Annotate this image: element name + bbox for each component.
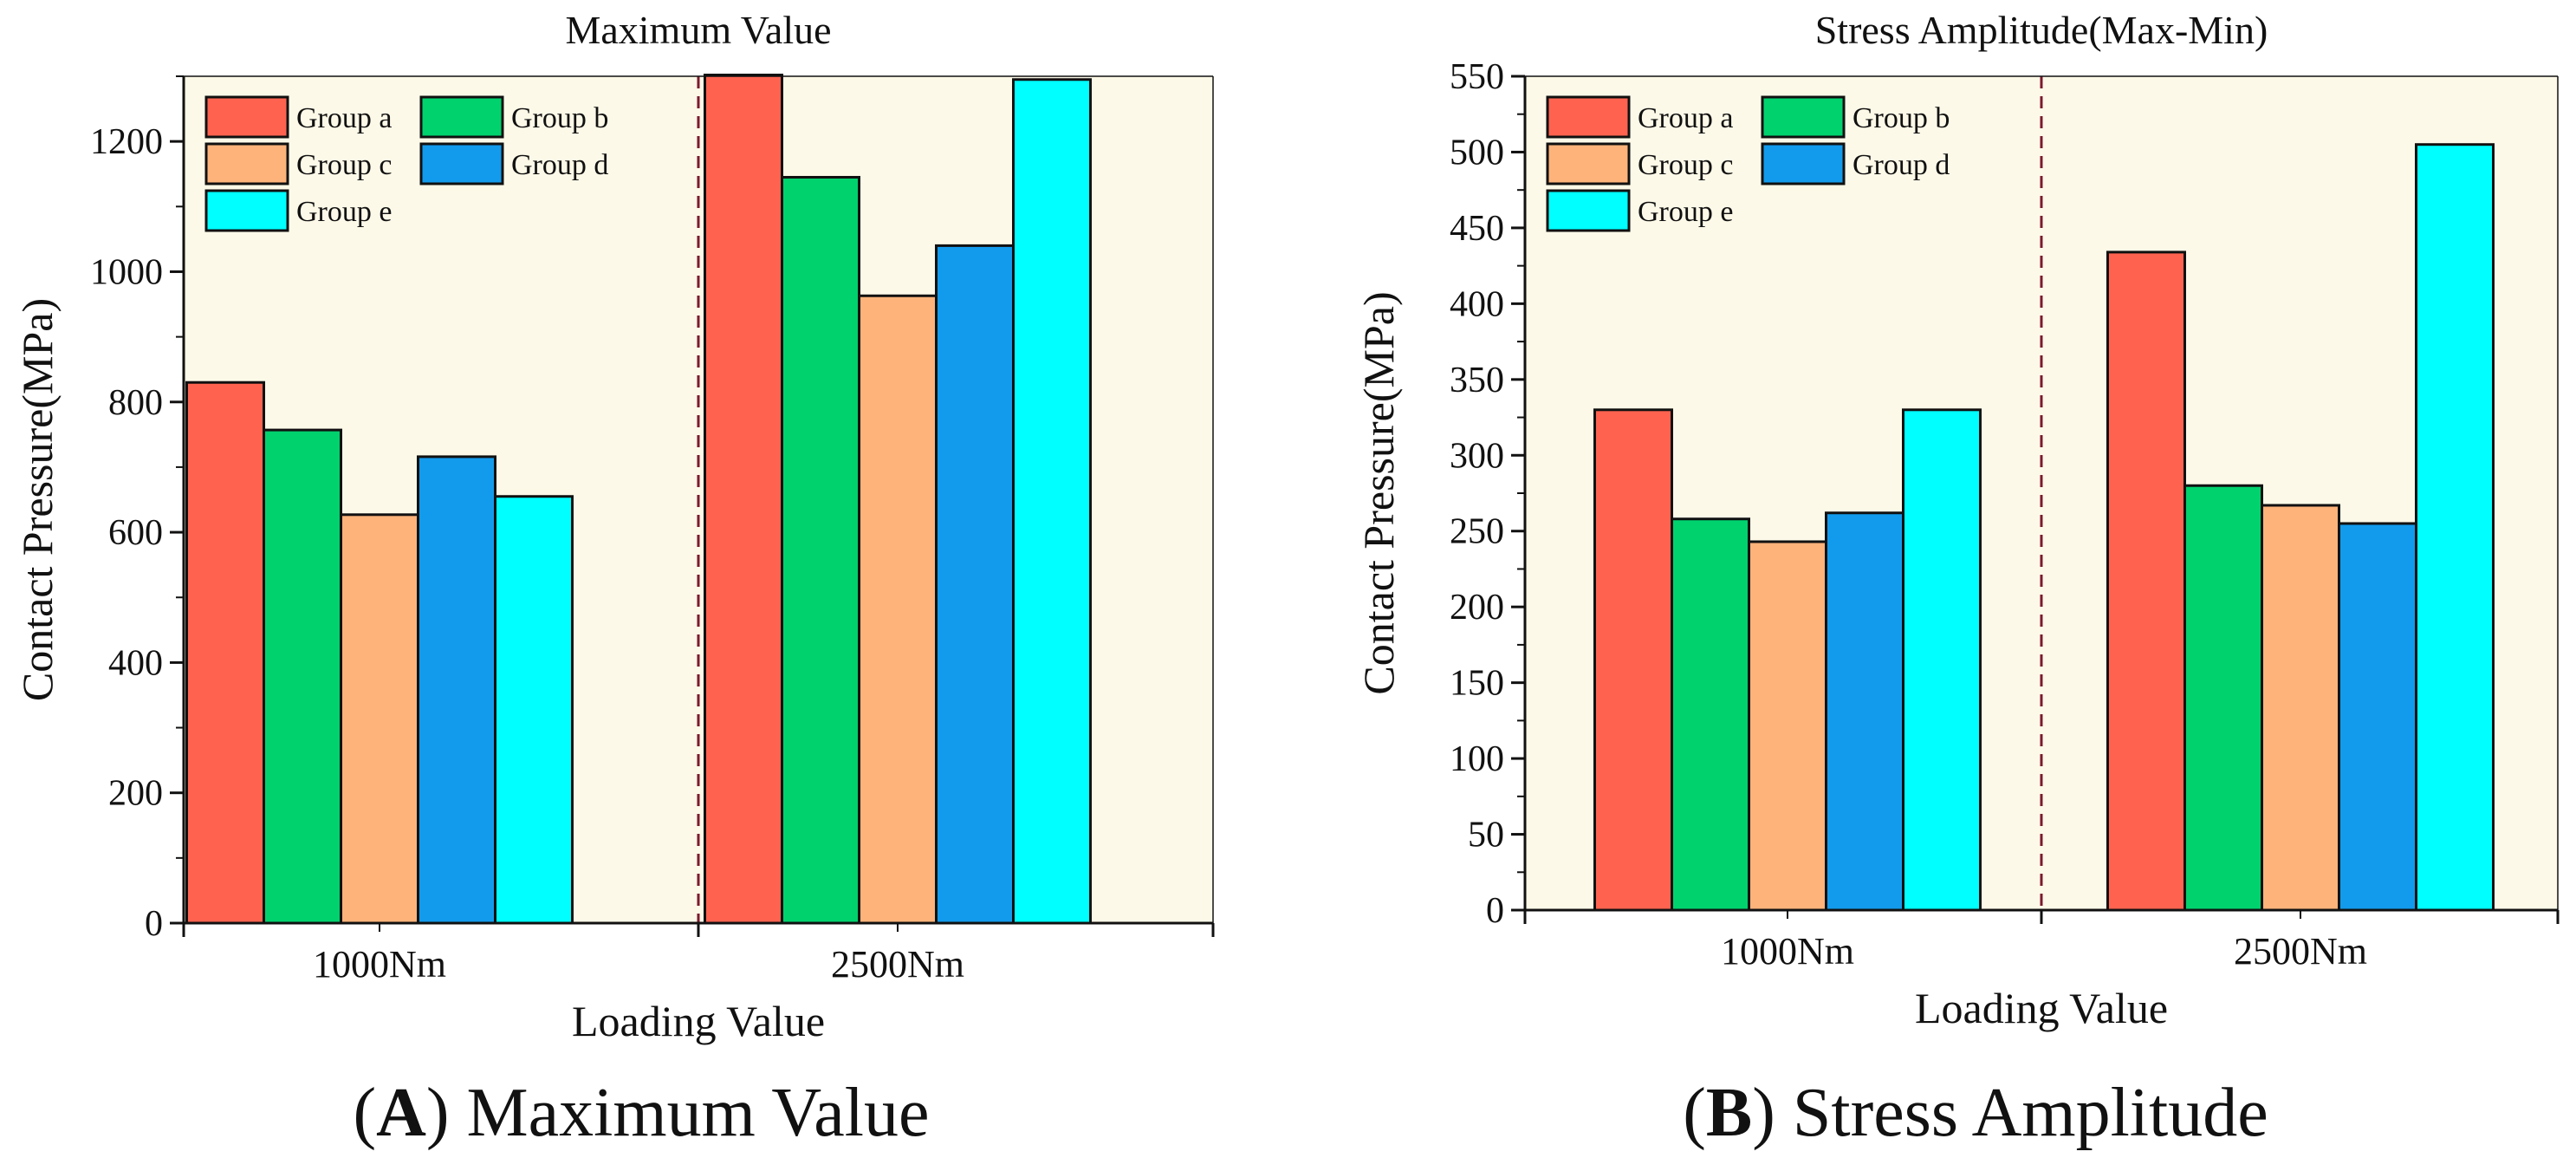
- bar-group-c-1000nm: [340, 513, 419, 925]
- y-tick-label-200: 200: [108, 774, 163, 814]
- legend-item-group-e: Group e: [204, 189, 392, 232]
- y-tick-label-1200: 1200: [90, 122, 163, 162]
- y-tick-label-150: 150: [1450, 664, 1504, 704]
- y-tick-label-100: 100: [1450, 739, 1504, 779]
- bar-group-d-1000nm: [1825, 511, 1904, 912]
- legend-swatch-group-e: [1546, 189, 1631, 232]
- legend-label-group-b: Group b: [511, 102, 608, 134]
- chart-maximum-value: 0 200 400 600 800 1000 1200 1000Nm 2500Nm Maximum…: [13, 8, 1215, 1045]
- bar-group-b-2500nm: [781, 175, 860, 925]
- chart-title: Maximum Value: [565, 8, 831, 52]
- bar-group-e-1000nm: [494, 495, 574, 925]
- legend-swatch-group-c: [1546, 142, 1631, 185]
- chart-title: Stress Amplitude(Max-Min): [1815, 8, 2268, 52]
- legend-item-group-b: Group b: [419, 95, 608, 139]
- y-tick-label-50: 50: [1468, 816, 1504, 855]
- legend-label-group-e: Group e: [1638, 196, 1733, 228]
- bar-group-a-1000nm: [1593, 408, 1673, 912]
- legend-swatch-group-d: [419, 142, 504, 185]
- y-tick-label-250: 250: [1450, 512, 1504, 552]
- bar-group-a-1000nm: [185, 381, 265, 925]
- legend-swatch-group-d: [1761, 142, 1846, 185]
- legend-item-group-a: Group a: [204, 95, 392, 139]
- y-tick-label-500: 500: [1450, 133, 1504, 172]
- y-tick-label-0: 0: [1486, 891, 1504, 931]
- y-tick-label-350: 350: [1450, 361, 1504, 400]
- x-axis-title: Loading Value: [572, 997, 825, 1045]
- caption-a: (A) Maximum Value: [353, 1075, 929, 1151]
- legend-swatch-group-c: [204, 142, 289, 185]
- bar-group-b-1000nm: [263, 428, 342, 925]
- y-tick-label-550: 550: [1450, 57, 1504, 97]
- legend-swatch-group-a: [1546, 95, 1631, 139]
- y-tick-label-200: 200: [1450, 588, 1504, 628]
- bar-group-c-2500nm: [2261, 504, 2340, 912]
- legend-label-group-c: Group c: [1638, 149, 1733, 181]
- x-tick-label-2500nm: 2500Nm: [831, 943, 964, 986]
- legend-item-group-d: Group d: [1761, 142, 1950, 185]
- legend-label-group-e: Group e: [296, 196, 392, 228]
- y-tick-label-1000: 1000: [90, 252, 163, 292]
- legend-label-group-a: Group a: [1638, 102, 1733, 134]
- legend-swatch-group-e: [204, 189, 289, 232]
- legend-item-group-b: Group b: [1761, 95, 1950, 139]
- y-tick-label-0: 0: [145, 904, 163, 944]
- x-tick-label-1000nm: 1000Nm: [313, 943, 446, 986]
- legend-item-group-c: Group c: [1546, 142, 1733, 185]
- x-tick-label-2500nm: 2500Nm: [2234, 930, 2367, 973]
- bar-group-d-2500nm: [2338, 522, 2417, 912]
- legend-item-group-e: Group e: [1546, 189, 1733, 232]
- bar-group-e-2500nm: [1012, 78, 1092, 925]
- legend-swatch-group-b: [419, 95, 504, 139]
- chart-stress-amplitude: 0 50 100 150 200 250 300 350 400 450 500 550 1000Nm 2…: [1354, 8, 2560, 1032]
- bar-group-d-1000nm: [417, 455, 496, 925]
- legend-item-group-a: Group a: [1546, 95, 1733, 139]
- x-axis-title: Loading Value: [1915, 984, 2168, 1032]
- y-tick-label-300: 300: [1450, 436, 1504, 476]
- legend-label-group-c: Group c: [296, 149, 392, 181]
- bar-group-d-2500nm: [935, 244, 1015, 925]
- y-axis-title: Contact Pressure(MPa): [13, 298, 62, 701]
- bar-group-b-1000nm: [1671, 517, 1750, 912]
- legend-label-group-d: Group d: [1853, 149, 1950, 181]
- x-tick-label-1000nm: 1000Nm: [1721, 930, 1854, 973]
- bar-group-a-2500nm: [2106, 250, 2186, 912]
- bar-group-b-2500nm: [2183, 484, 2263, 912]
- legend-label-group-a: Group a: [296, 102, 392, 134]
- legend-label-group-b: Group b: [1853, 102, 1950, 134]
- y-tick-label-400: 400: [108, 643, 163, 683]
- legend-item-group-d: Group d: [419, 142, 608, 185]
- legend-swatch-group-b: [1761, 95, 1846, 139]
- caption-b: (B) Stress Amplitude: [1683, 1075, 2268, 1151]
- legend-label-group-d: Group d: [511, 149, 608, 181]
- legend-swatch-group-a: [204, 95, 289, 139]
- y-tick-label-600: 600: [108, 513, 163, 553]
- bar-group-e-1000nm: [1902, 408, 1982, 912]
- y-tick-label-450: 450: [1450, 209, 1504, 249]
- legend-item-group-c: Group c: [204, 142, 392, 185]
- y-tick-label-400: 400: [1450, 284, 1504, 324]
- y-tick-label-800: 800: [108, 383, 163, 423]
- bar-group-a-2500nm: [704, 73, 783, 925]
- bar-group-c-2500nm: [858, 294, 938, 925]
- bar-group-c-1000nm: [1748, 540, 1827, 912]
- bar-group-e-2500nm: [2415, 143, 2495, 912]
- y-axis-title: Contact Pressure(MPa): [1354, 291, 1403, 694]
